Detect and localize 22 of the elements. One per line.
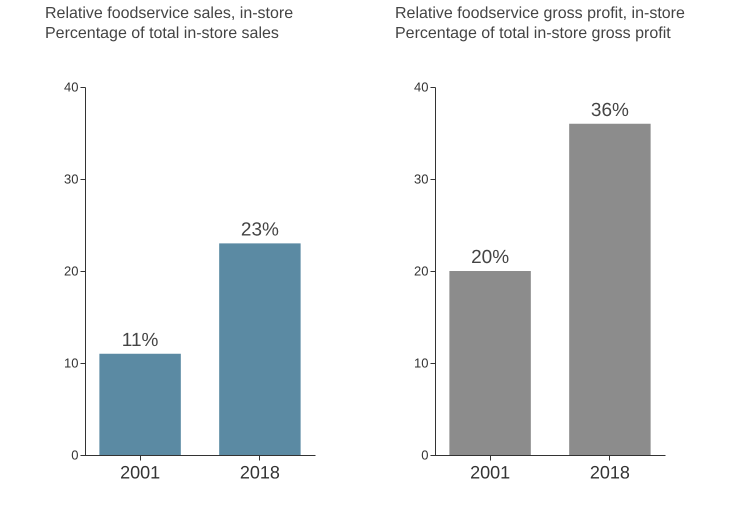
y-tick-label: 0 xyxy=(71,448,78,462)
chart-title: Relative foodservice gross profit, in-store xyxy=(395,5,685,22)
chart-subtitle: Percentage of total in-store gross profit xyxy=(395,25,672,42)
x-tick-label: 2018 xyxy=(590,462,630,482)
y-tick-label: 20 xyxy=(414,264,428,278)
y-tick-label: 30 xyxy=(414,172,428,186)
data-label: 20% xyxy=(471,247,510,268)
data-label: 11% xyxy=(122,330,159,351)
data-label: 36% xyxy=(590,100,630,121)
chart-subtitle: Percentage of total in-store sales xyxy=(45,25,279,42)
y-tick-label: 10 xyxy=(64,356,78,370)
y-tick-label: 10 xyxy=(414,356,428,370)
x-tick-label: 2001 xyxy=(470,462,510,482)
data-label: 23% xyxy=(240,219,280,240)
y-tick-label: 0 xyxy=(421,448,428,462)
y-tick-label: 40 xyxy=(414,80,428,94)
chart-title: Relative foodservice sales, in-store xyxy=(45,5,294,22)
y-tick-label: 30 xyxy=(64,172,78,186)
x-tick-label: 2018 xyxy=(240,462,280,482)
y-tick-label: 20 xyxy=(64,264,78,278)
x-tick-label: 2001 xyxy=(120,462,160,482)
y-tick-label: 40 xyxy=(64,80,78,94)
